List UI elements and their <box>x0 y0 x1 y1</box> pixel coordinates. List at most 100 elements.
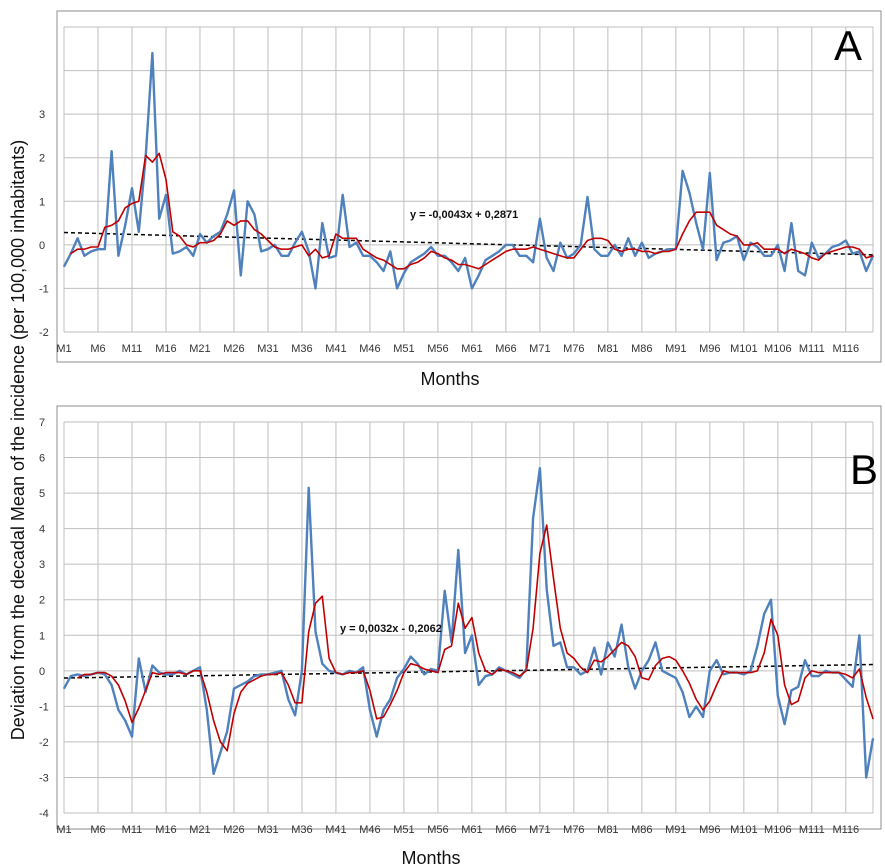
moving-average-point <box>437 672 439 674</box>
observed-point <box>824 670 827 672</box>
moving-average-point <box>824 672 827 674</box>
moving-average-point <box>151 161 153 163</box>
moving-average-point <box>342 673 344 676</box>
observed-point <box>416 257 419 259</box>
moving-average-point <box>219 741 221 743</box>
moving-average-point <box>403 672 405 674</box>
observed-point <box>301 231 303 233</box>
moving-average-point <box>811 670 813 672</box>
observed-point <box>831 246 833 248</box>
observed-point <box>138 231 140 233</box>
moving-average-point <box>253 679 255 681</box>
moving-average-point <box>376 718 378 720</box>
x-tick-label: M51 <box>393 824 414 836</box>
moving-average-point <box>206 242 208 244</box>
observed-point <box>729 239 731 242</box>
moving-average-point <box>260 675 262 677</box>
observed-point <box>172 673 174 676</box>
observed-point <box>858 250 861 252</box>
observed-point <box>410 261 412 263</box>
moving-average-point <box>736 672 738 674</box>
observed-point <box>348 670 351 672</box>
observed-point <box>614 656 616 658</box>
moving-average-point <box>179 672 181 674</box>
y-tick-label: 0 <box>39 666 45 678</box>
moving-average-point <box>777 248 779 250</box>
y-tick-label: -1 <box>39 283 49 295</box>
moving-average-point <box>369 253 371 255</box>
observed-point <box>423 673 425 676</box>
x-tick-label: M96 <box>699 824 720 836</box>
observed-point <box>743 673 745 676</box>
observed-point <box>668 673 670 676</box>
observed-point <box>593 248 595 250</box>
moving-average-point <box>777 634 779 636</box>
moving-average-point <box>77 248 79 250</box>
moving-average-point <box>410 263 412 266</box>
moving-average-point <box>335 233 337 235</box>
x-tick-label: M51 <box>393 343 414 355</box>
moving-average-point <box>546 250 548 252</box>
x-tick-label: M111 <box>799 824 825 836</box>
moving-average-point <box>750 244 752 246</box>
observed-point <box>294 242 296 244</box>
moving-average-point <box>355 672 357 674</box>
x-tick-label: M86 <box>631 824 652 836</box>
moving-average-point <box>376 257 378 259</box>
moving-average-point <box>471 616 473 619</box>
observed-point <box>620 624 623 626</box>
x-tick-label: M91 <box>665 343 686 355</box>
moving-average-point <box>790 704 793 706</box>
moving-average-point <box>756 670 759 672</box>
observed-point <box>627 237 629 239</box>
moving-average-point <box>457 602 459 604</box>
moving-average-point <box>382 716 385 718</box>
observed-point <box>450 261 453 263</box>
moving-average-point <box>403 268 405 270</box>
observed-point <box>750 242 752 244</box>
observed-point <box>314 631 317 633</box>
observed-point <box>335 255 337 257</box>
panel-a-y-ticks: -2 -1 0 1 2 3 <box>39 109 49 339</box>
observed-point <box>382 270 385 272</box>
observed-point <box>280 670 283 672</box>
moving-average-point <box>97 246 99 248</box>
x-tick-label: M11 <box>122 824 143 836</box>
x-tick-label: M91 <box>665 824 686 836</box>
observed-point <box>464 257 466 259</box>
moving-average-point <box>301 244 303 246</box>
moving-average-point <box>702 211 704 213</box>
x-tick-label: M81 <box>597 343 618 355</box>
observed-point <box>702 248 704 250</box>
observed-point <box>437 255 439 257</box>
moving-average-point <box>124 700 126 702</box>
observed-point <box>369 255 371 257</box>
x-tick-label: M61 <box>461 824 482 836</box>
moving-average-point <box>654 664 657 667</box>
observed-point <box>491 255 493 257</box>
x-tick-label: M26 <box>223 343 244 355</box>
moving-average-point <box>185 673 187 676</box>
moving-average-point <box>389 263 391 266</box>
moving-average-point <box>661 657 663 660</box>
observed-point <box>158 672 160 674</box>
moving-average-point <box>559 255 561 257</box>
y-tick-label: -1 <box>39 701 49 713</box>
moving-average-point <box>233 224 235 226</box>
observed-point <box>620 255 623 257</box>
moving-average-point <box>838 672 840 674</box>
observed-point <box>219 231 221 233</box>
observed-point <box>457 549 459 551</box>
moving-average-point <box>716 224 718 226</box>
observed-point <box>457 270 459 272</box>
moving-average-point <box>396 268 398 270</box>
observed-point <box>342 194 344 196</box>
moving-average-point <box>695 211 697 213</box>
x-tick-label: M26 <box>223 824 244 836</box>
x-tick-label: M61 <box>461 343 482 355</box>
moving-average-point <box>546 524 548 526</box>
observed-point <box>403 668 405 670</box>
observed-point <box>219 752 221 754</box>
observed-point <box>532 261 534 263</box>
observed-point <box>396 677 398 679</box>
